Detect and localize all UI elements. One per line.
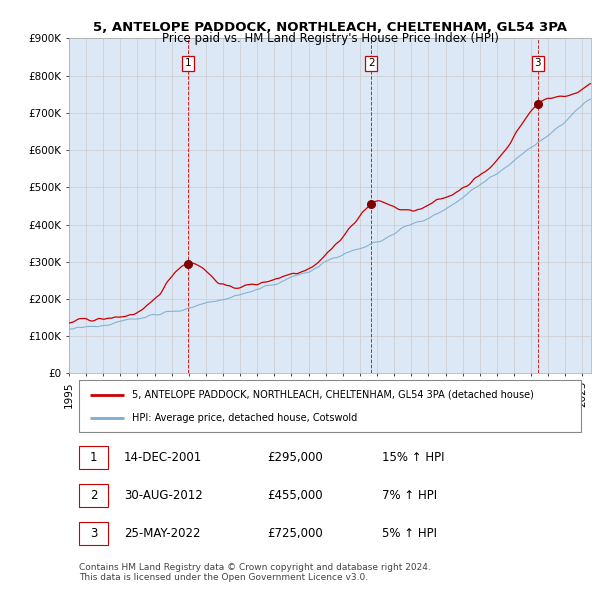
FancyBboxPatch shape	[79, 484, 108, 507]
Text: 25-MAY-2022: 25-MAY-2022	[124, 527, 200, 540]
Text: 30-AUG-2012: 30-AUG-2012	[124, 489, 203, 502]
Text: 2: 2	[368, 58, 374, 68]
FancyBboxPatch shape	[79, 446, 108, 469]
FancyBboxPatch shape	[79, 522, 108, 545]
Text: 3: 3	[535, 58, 541, 68]
Text: 14-DEC-2001: 14-DEC-2001	[124, 451, 202, 464]
Text: Price paid vs. HM Land Registry's House Price Index (HPI): Price paid vs. HM Land Registry's House …	[161, 32, 499, 45]
Text: 5, ANTELOPE PADDOCK, NORTHLEACH, CHELTENHAM, GL54 3PA (detached house): 5, ANTELOPE PADDOCK, NORTHLEACH, CHELTEN…	[131, 389, 533, 399]
Text: Contains HM Land Registry data © Crown copyright and database right 2024.
This d: Contains HM Land Registry data © Crown c…	[79, 563, 431, 582]
Text: £725,000: £725,000	[268, 527, 323, 540]
Text: 15% ↑ HPI: 15% ↑ HPI	[382, 451, 445, 464]
Text: 5, ANTELOPE PADDOCK, NORTHLEACH, CHELTENHAM, GL54 3PA: 5, ANTELOPE PADDOCK, NORTHLEACH, CHELTEN…	[93, 21, 567, 34]
FancyBboxPatch shape	[79, 380, 581, 432]
Text: 5% ↑ HPI: 5% ↑ HPI	[382, 527, 437, 540]
Text: 1: 1	[185, 58, 191, 68]
Text: 7% ↑ HPI: 7% ↑ HPI	[382, 489, 437, 502]
Text: 3: 3	[90, 527, 97, 540]
Text: 2: 2	[90, 489, 98, 502]
Text: £295,000: £295,000	[268, 451, 323, 464]
Text: HPI: Average price, detached house, Cotswold: HPI: Average price, detached house, Cots…	[131, 412, 357, 422]
Text: £455,000: £455,000	[268, 489, 323, 502]
Text: 1: 1	[90, 451, 98, 464]
